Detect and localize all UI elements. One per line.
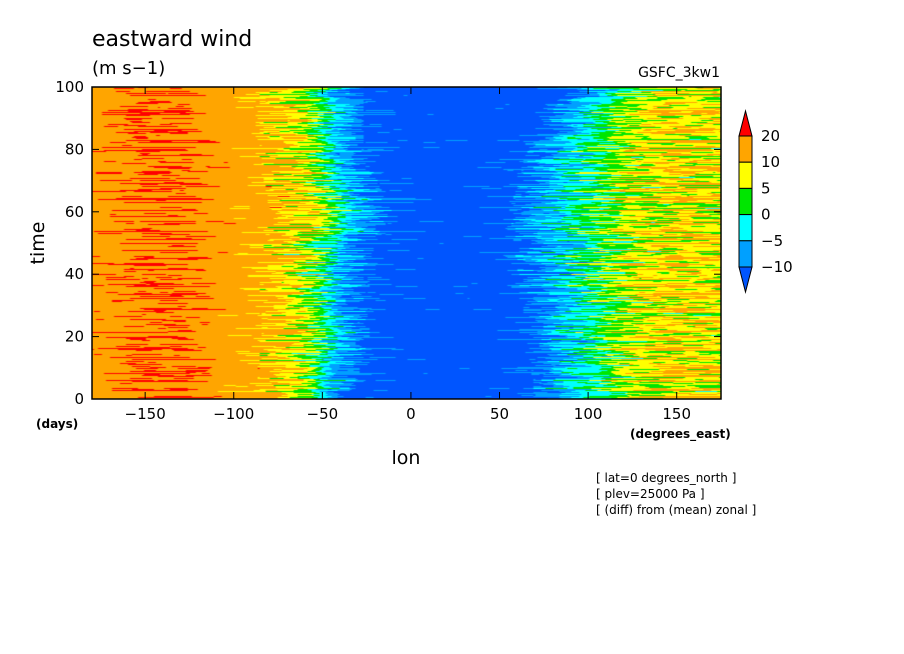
x-axis: −150 −100 −50 0 50 100 150 [125,87,691,423]
y-tick-label: 20 [65,328,84,346]
chart-units: (m s−1) [92,58,165,79]
colorbar-segment [738,135,753,163]
colorbar-segment [738,214,753,242]
annotations: [ lat=0 degrees_north ] [ plev=25000 Pa … [596,471,756,517]
x-tick-label: 50 [490,405,509,423]
colorbar-segment [738,240,753,268]
colorbar-segment [738,187,753,216]
colorbar-label: 0 [761,206,771,224]
x-unit-label: (degrees_east) [630,427,731,442]
x-tick-label: 150 [662,405,691,423]
y-tick-label: 100 [55,78,84,96]
colorbar: 20 10 5 0 −5 −10 [738,109,793,294]
y-unit-label: (days) [36,417,78,431]
plot-frame [91,86,722,400]
y-axis: 0 20 40 60 80 100 [55,78,721,408]
x-axis-label: lon [392,447,421,469]
annotation-diff: [ (diff) from (mean) zonal ] [596,503,756,517]
y-axis-label: time [27,222,49,265]
colorbar-label: −10 [761,258,793,276]
colorbar-label: 5 [761,179,771,197]
x-tick-label: 0 [406,405,416,423]
plot-area [91,86,722,400]
colorbar-segment [738,161,753,189]
annotation-plev: [ plev=25000 Pa ] [596,487,705,501]
colorbar-top-arrow [738,109,753,137]
colorbar-bottom-arrow [738,266,753,294]
heatmap-field [92,87,721,399]
annotation-lat: [ lat=0 degrees_north ] [596,471,736,485]
y-tick-label: 60 [65,203,84,221]
colorbar-label: 20 [761,127,780,145]
y-tick-label: 40 [65,265,84,283]
colorbar-label: 10 [761,153,780,171]
colorbar-label: −5 [761,232,783,250]
y-tick-label: 80 [65,140,84,158]
x-tick-label: −100 [213,405,254,423]
x-tick-label: −50 [307,405,339,423]
y-tick-label: 0 [74,390,84,408]
run-label: GSFC_3kw1 [638,65,720,81]
x-tick-label: −150 [125,405,166,423]
chart-title: eastward wind [92,27,252,52]
x-tick-label: 100 [574,405,603,423]
